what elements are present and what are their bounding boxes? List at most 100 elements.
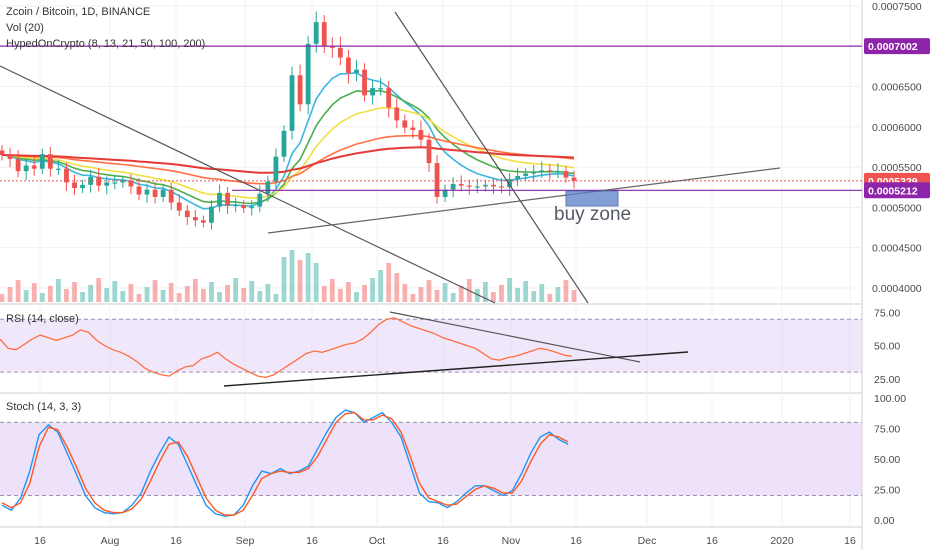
volume-bar: [426, 280, 432, 302]
time-axis-tick: 16: [34, 535, 46, 547]
time-axis[interactable]: 16 Aug 16 Sep 16 Oct 16 Nov 16 Dec 16 2020 16: [34, 535, 856, 547]
volume-bar: [80, 292, 85, 302]
candle-body: [378, 88, 384, 90]
candle-body: [144, 189, 150, 195]
candle-body: [523, 173, 529, 176]
candle-body: [47, 154, 53, 169]
legend-indicator: HypedOnCrypto (8, 13, 21, 50, 100, 200): [6, 38, 205, 50]
candle-body: [539, 170, 545, 172]
candle-body: [64, 168, 69, 183]
volume-bar: [434, 290, 440, 302]
volume-bar: [104, 288, 110, 302]
buy-zone[interactable]: buy zone: [554, 190, 631, 225]
volume-bar: [563, 280, 569, 302]
candle-body: [233, 204, 239, 207]
price-badge: [864, 182, 930, 199]
rsi-band: [0, 318, 862, 373]
rsi-axis-tick: 75.00: [874, 308, 900, 320]
volume-bar: [233, 278, 239, 302]
volume-bar: [88, 285, 94, 302]
price-axis[interactable]: 0.0004000 0.0004500 0.0005000 0.0005500 0.00…: [872, 1, 922, 527]
candle-body: [217, 192, 222, 207]
volume-bar: [313, 263, 319, 302]
volume-bar: [394, 273, 400, 302]
volume-bar: [144, 287, 150, 302]
candle-body: [273, 156, 279, 182]
buy-zone-label: buy zone: [554, 204, 631, 225]
price-badge-label: 0.0007002: [868, 41, 918, 53]
volume-bar: [7, 287, 13, 302]
volume-bar: [168, 283, 174, 302]
rsi-series-line: [0, 317, 573, 379]
volume-bar: [217, 292, 222, 302]
time-axis-tick: 16: [306, 535, 318, 547]
candle-body: [7, 155, 13, 160]
time-axis-tick: Nov: [502, 535, 521, 547]
candle-body: [337, 47, 343, 58]
candle-body: [152, 189, 158, 197]
volume-bar: [15, 280, 21, 302]
volume-bar: [96, 278, 102, 302]
volume-bar: [112, 281, 118, 302]
candle-body: [531, 171, 537, 174]
volume-bar: [265, 284, 271, 302]
volume-bar: [329, 279, 335, 302]
candle-body: [547, 170, 553, 172]
ema50-line: [1, 134, 575, 185]
candle-body: [466, 185, 472, 187]
volume-bar: [555, 287, 561, 302]
candle-body: [184, 210, 190, 218]
candle-body: [289, 75, 295, 131]
volume-bars: [0, 250, 577, 302]
candle-body: [265, 181, 271, 194]
volume-bar: [362, 285, 367, 302]
volume-bar: [249, 281, 255, 302]
candle-body: [434, 163, 440, 197]
panel-frames: [0, 0, 863, 550]
candle-body: [410, 127, 416, 131]
volume-bar: [273, 294, 279, 302]
volume-bar: [474, 289, 480, 302]
volume-bar: [160, 290, 166, 302]
price-axis-tick: 0.0004000: [872, 283, 922, 295]
stoch-axis-tick: 50.00: [874, 454, 900, 466]
candle-body: [563, 171, 569, 178]
volume-bar: [458, 286, 464, 302]
candle-body: [0, 150, 5, 156]
stoch-d-line: [1, 411, 569, 516]
stoch-axis-tick: 100.00: [874, 393, 906, 405]
candle-body: [442, 189, 448, 197]
candle-body: [354, 69, 359, 73]
rsi-axis-tick: 25.00: [874, 374, 900, 386]
legend-volume: Vol (20): [6, 22, 44, 34]
volume-bar: [128, 284, 134, 302]
volume-bar: [0, 294, 5, 302]
volume-bar: [23, 290, 29, 302]
time-axis-tick: 16: [844, 535, 856, 547]
volume-bar: [482, 282, 488, 302]
volume-bar: [289, 250, 295, 302]
candle-body: [225, 192, 230, 206]
ema8-line: [1, 71, 575, 210]
trend-lines[interactable]: [0, 11, 781, 387]
volume-bar: [571, 290, 577, 302]
candle-body: [571, 177, 577, 181]
volume-bar: [184, 286, 190, 302]
volume-bar: [321, 286, 327, 302]
rsi-axis-tick: 50.00: [874, 341, 900, 353]
volume-bar: [64, 289, 69, 302]
candle-body: [418, 130, 424, 140]
candle-body: [201, 220, 206, 223]
candle-body: [370, 88, 375, 96]
candle-body: [15, 159, 21, 172]
candle-body: [305, 43, 311, 105]
candle-body: [104, 182, 110, 186]
time-axis-tick: 16: [570, 535, 582, 547]
stoch-band: [0, 421, 862, 497]
volume-bar: [281, 257, 287, 302]
horizontal-levels: [0, 45, 862, 191]
volume-bar: [305, 253, 311, 302]
rsi-line: [0, 317, 573, 379]
time-axis-tick: 16: [437, 535, 449, 547]
